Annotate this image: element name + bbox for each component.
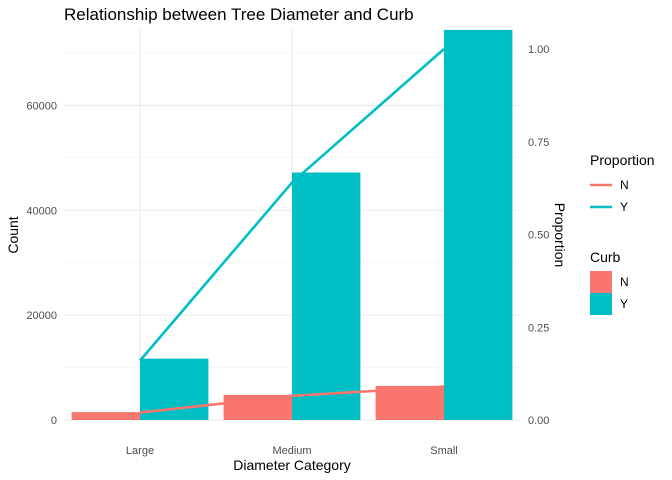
legend-label-y: Y — [620, 297, 628, 311]
legend-swatch-y — [590, 293, 612, 315]
y2-tick-label: 0.75 — [528, 137, 549, 149]
y-tick-label: 60000 — [26, 100, 57, 112]
bar-y-small — [444, 29, 513, 420]
x-axis-title: Diameter Category — [233, 457, 351, 473]
y-axis-ticks: 0 20000 40000 60000 — [26, 100, 57, 427]
legend-label-n: N — [620, 275, 629, 289]
x-tick-label: Large — [126, 445, 154, 457]
legend-swatch-n — [590, 271, 612, 293]
legend-title-proportion: Proportion — [590, 152, 655, 168]
x-tick-label: Small — [430, 445, 458, 457]
y-axis-title: Count — [5, 216, 21, 253]
lines — [139, 48, 445, 414]
legend-label-y: Y — [620, 200, 628, 214]
proportion-line-n — [139, 385, 445, 414]
y2-tick-label: 0.00 — [528, 415, 549, 427]
proportion-line-y — [139, 48, 445, 362]
y2-tick-label: 0.25 — [528, 322, 549, 334]
chart-title: Relationship between Tree Diameter and C… — [64, 5, 414, 24]
y2-axis-title: Proportion — [552, 203, 568, 268]
bar-n-small — [375, 385, 444, 420]
y2-axis-ticks: 0.00 0.25 0.50 0.75 1.00 — [528, 44, 549, 427]
bar-y-medium — [292, 172, 361, 420]
bar-n-large — [71, 412, 140, 420]
y2-tick-label: 1.00 — [528, 44, 549, 56]
legend-label-n: N — [620, 178, 629, 192]
y-tick-label: 20000 — [26, 310, 57, 322]
legend-title-curb: Curb — [590, 249, 621, 265]
x-axis-ticks: Large Medium Small — [126, 445, 458, 457]
y-tick-label: 40000 — [26, 205, 57, 217]
x-tick-label: Medium — [272, 445, 311, 457]
y2-tick-label: 0.50 — [528, 230, 549, 242]
y-tick-label: 0 — [51, 415, 57, 427]
